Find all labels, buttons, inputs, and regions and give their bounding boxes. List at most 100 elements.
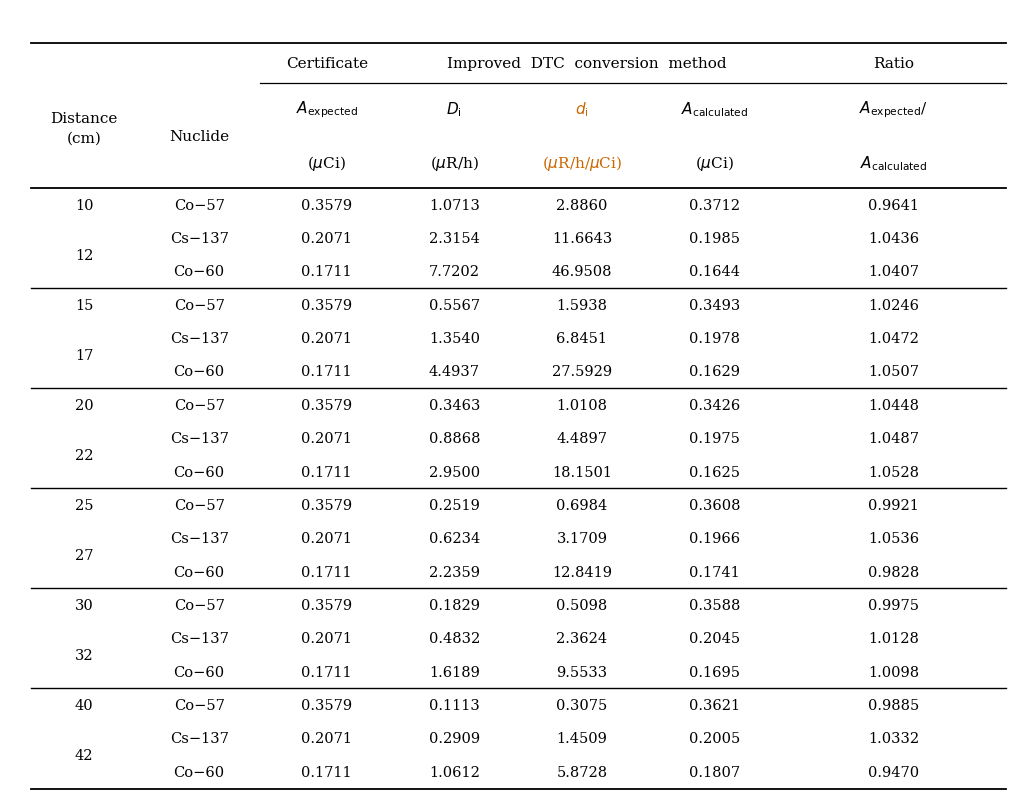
Text: 3.1709: 3.1709 — [556, 532, 607, 545]
Text: 0.9828: 0.9828 — [868, 565, 919, 579]
Text: Cs−137: Cs−137 — [169, 232, 229, 246]
Text: 40: 40 — [75, 699, 94, 712]
Text: 0.2071: 0.2071 — [301, 432, 352, 446]
Text: Cs−137: Cs−137 — [169, 532, 229, 545]
Text: 11.6643: 11.6643 — [551, 232, 613, 246]
Text: 0.2071: 0.2071 — [301, 232, 352, 246]
Text: 1.5938: 1.5938 — [556, 299, 607, 312]
Text: 20: 20 — [75, 398, 94, 412]
Text: 0.1644: 0.1644 — [689, 265, 740, 279]
Text: 1.0507: 1.0507 — [868, 365, 919, 379]
Text: 0.1625: 0.1625 — [689, 465, 740, 479]
Text: 22: 22 — [75, 448, 94, 463]
Text: 1.0536: 1.0536 — [868, 532, 919, 545]
Text: 12.8419: 12.8419 — [552, 565, 612, 579]
Text: 46.9508: 46.9508 — [551, 265, 613, 279]
Text: Co−57: Co−57 — [174, 299, 225, 312]
Text: 10: 10 — [75, 198, 94, 212]
Text: 0.2071: 0.2071 — [301, 332, 352, 345]
Text: Nuclide: Nuclide — [169, 129, 229, 144]
Text: 1.0098: 1.0098 — [868, 665, 919, 679]
Text: 0.3579: 0.3579 — [301, 699, 352, 712]
Text: 0.1711: 0.1711 — [301, 565, 352, 579]
Text: Co−57: Co−57 — [174, 398, 225, 412]
Text: 0.3712: 0.3712 — [689, 198, 740, 212]
Text: 0.2005: 0.2005 — [689, 732, 740, 745]
Text: 0.3579: 0.3579 — [301, 598, 352, 612]
Text: 5.8728: 5.8728 — [556, 765, 607, 779]
Text: 0.3608: 0.3608 — [689, 499, 740, 512]
Text: ($\mu$R/h): ($\mu$R/h) — [430, 153, 479, 173]
Text: Cs−137: Cs−137 — [169, 732, 229, 745]
Text: 0.3621: 0.3621 — [689, 699, 740, 712]
Text: 0.3588: 0.3588 — [689, 598, 740, 612]
Text: 1.3540: 1.3540 — [429, 332, 480, 345]
Text: Certificate: Certificate — [286, 57, 368, 71]
Text: 1.0612: 1.0612 — [429, 765, 480, 779]
Text: 0.3579: 0.3579 — [301, 499, 352, 512]
Text: $d_{\rm i}$: $d_{\rm i}$ — [575, 100, 589, 120]
Text: 1.0246: 1.0246 — [868, 299, 919, 312]
Text: 0.1966: 0.1966 — [689, 532, 740, 545]
Text: Co−57: Co−57 — [174, 699, 225, 712]
Text: 9.5533: 9.5533 — [556, 665, 607, 679]
Text: ($\mu$Ci): ($\mu$Ci) — [695, 153, 734, 173]
Text: 0.1113: 0.1113 — [429, 699, 480, 712]
Text: 1.0528: 1.0528 — [868, 465, 919, 479]
Text: 0.9885: 0.9885 — [868, 699, 919, 712]
Text: 0.1741: 0.1741 — [689, 565, 740, 579]
Text: 0.2071: 0.2071 — [301, 732, 352, 745]
Text: 1.0487: 1.0487 — [868, 432, 919, 446]
Text: ($\mu$Ci): ($\mu$Ci) — [307, 153, 346, 173]
Text: 2.8860: 2.8860 — [556, 198, 607, 212]
Text: 0.3493: 0.3493 — [689, 299, 740, 312]
Text: 1.6189: 1.6189 — [429, 665, 480, 679]
Text: 42: 42 — [75, 748, 94, 762]
Text: 0.2071: 0.2071 — [301, 632, 352, 646]
Text: 7.7202: 7.7202 — [429, 265, 480, 279]
Text: 0.1711: 0.1711 — [301, 765, 352, 779]
Text: 0.3579: 0.3579 — [301, 398, 352, 412]
Text: Cs−137: Cs−137 — [169, 632, 229, 646]
Text: 0.1711: 0.1711 — [301, 265, 352, 279]
Text: 0.9975: 0.9975 — [868, 598, 919, 612]
Text: 0.1985: 0.1985 — [689, 232, 740, 246]
Text: Distance
(cm): Distance (cm) — [51, 112, 117, 145]
Text: 0.1975: 0.1975 — [689, 432, 740, 446]
Text: 0.3075: 0.3075 — [556, 699, 607, 712]
Text: Co−60: Co−60 — [174, 565, 225, 579]
Text: Cs−137: Cs−137 — [169, 432, 229, 446]
Text: $A_{\rm expected}$/: $A_{\rm expected}$/ — [859, 100, 928, 120]
Text: 0.4832: 0.4832 — [429, 632, 480, 646]
Text: 1.4509: 1.4509 — [556, 732, 607, 745]
Text: 2.3624: 2.3624 — [556, 632, 607, 646]
Text: Co−60: Co−60 — [174, 665, 225, 679]
Text: 0.2045: 0.2045 — [689, 632, 740, 646]
Text: 27.5929: 27.5929 — [552, 365, 612, 379]
Text: $A_{\rm expected}$: $A_{\rm expected}$ — [296, 100, 357, 120]
Text: 0.9641: 0.9641 — [868, 198, 919, 212]
Text: 0.9470: 0.9470 — [868, 765, 919, 779]
Text: 4.4937: 4.4937 — [429, 365, 480, 379]
Text: 0.2909: 0.2909 — [429, 732, 480, 745]
Text: 0.3463: 0.3463 — [429, 398, 480, 412]
Text: Co−57: Co−57 — [174, 499, 225, 512]
Text: 15: 15 — [76, 299, 93, 312]
Text: 1.0332: 1.0332 — [868, 732, 919, 745]
Text: Co−57: Co−57 — [174, 198, 225, 212]
Text: Co−60: Co−60 — [174, 265, 225, 279]
Text: 6.8451: 6.8451 — [556, 332, 607, 345]
Text: $A_{\rm calculated}$: $A_{\rm calculated}$ — [860, 153, 927, 173]
Text: 0.5567: 0.5567 — [429, 299, 480, 312]
Text: 0.1711: 0.1711 — [301, 665, 352, 679]
Text: 0.1807: 0.1807 — [689, 765, 740, 779]
Text: 0.1695: 0.1695 — [689, 665, 740, 679]
Text: 0.5098: 0.5098 — [556, 598, 607, 612]
Text: 0.2519: 0.2519 — [429, 499, 480, 512]
Text: 0.8868: 0.8868 — [429, 432, 480, 446]
Text: Co−60: Co−60 — [174, 365, 225, 379]
Text: $A_{\rm calculated}$: $A_{\rm calculated}$ — [681, 100, 748, 120]
Text: Co−57: Co−57 — [174, 598, 225, 612]
Text: ($\mu$R/h/$\mu$Ci): ($\mu$R/h/$\mu$Ci) — [542, 153, 622, 173]
Text: Ratio: Ratio — [873, 57, 914, 71]
